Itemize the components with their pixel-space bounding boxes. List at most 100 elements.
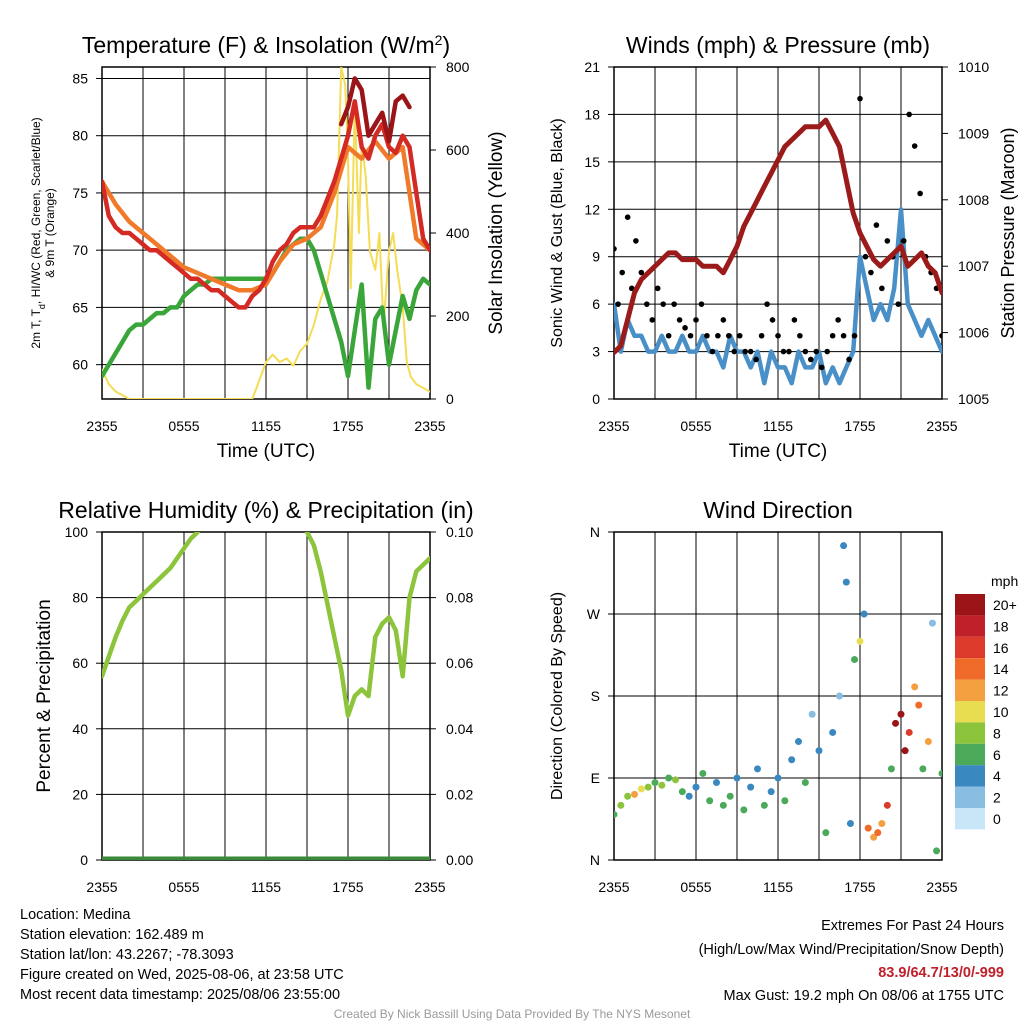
x-tick-label: 1155: [763, 879, 793, 895]
direction-point: [637, 785, 645, 793]
gust-point: [802, 348, 809, 355]
direction-point: [915, 701, 923, 709]
legend-label: 14: [993, 661, 1009, 677]
direction-point: [699, 769, 707, 777]
direction-point: [644, 783, 652, 791]
direction-point: [864, 824, 872, 832]
direction-point: [713, 779, 720, 787]
legend-label: 12: [993, 683, 1009, 699]
y2-tick-label: 1008: [958, 192, 989, 208]
x-tick-label: 1155: [251, 879, 281, 895]
gust-point: [619, 269, 625, 276]
series-line-wind: [614, 207, 942, 386]
gust-point: [835, 317, 841, 323]
y2-axis-label: Station Pressure (Maroon): [998, 127, 1018, 338]
legend-label: 4: [993, 768, 1001, 784]
chart-panel-1: 2355 0555 1155 1755 2355 60 65 70 75 80 85 0 200 400 6…: [29, 32, 507, 462]
direction-point: [901, 747, 909, 755]
y2-tick-label: 0.06: [446, 655, 473, 671]
direction-point: [883, 801, 891, 809]
x-tick-label: 1755: [332, 418, 363, 434]
gust-point: [786, 348, 792, 355]
gust-point: [633, 238, 639, 244]
legend-label: 2: [993, 790, 1001, 806]
x-tick-label: 0555: [680, 418, 711, 434]
legend-swatch: [955, 679, 985, 701]
figure-created: Figure created on Wed, 2025-08-06, at 23…: [20, 967, 344, 983]
station-elevation: Station elevation: 162.489 m: [20, 927, 204, 943]
direction-point: [836, 692, 843, 700]
y-tick-label: 9: [592, 249, 600, 265]
legend-swatch: [955, 701, 985, 723]
meteogram-charts: 2355 0555 1155 1755 235560657075808502004006…: [29, 32, 1018, 895]
direction-point: [911, 683, 919, 691]
legend-swatch: [955, 743, 985, 766]
y-axis-label: 2m T, Td, HI/WC (Red, Green, Scarlet/Blu…: [29, 117, 47, 348]
direction-point: [870, 833, 878, 841]
legend-swatch: [955, 594, 985, 616]
series-line-rh: [304, 532, 430, 718]
direction-point: [851, 656, 859, 664]
direction-point: [924, 738, 932, 746]
direction-point: [747, 783, 755, 791]
gust-point: [747, 348, 754, 355]
legend-swatch: [955, 636, 985, 659]
extremes-values: 83.9/64.7/13/0/-999: [878, 965, 1004, 981]
gust-point: [939, 332, 942, 339]
gust-point: [687, 332, 694, 339]
gust-point: [775, 332, 781, 339]
x-tick-label: 2355: [86, 418, 117, 434]
gust-point: [829, 332, 836, 339]
y-tick-label: 80: [72, 128, 88, 144]
gust-point: [791, 317, 798, 323]
direction-point: [706, 797, 714, 805]
direction-point: [767, 788, 775, 796]
gust-point: [649, 317, 656, 323]
max-gust: Max Gust: 19.2 mph On 08/06 at 1755 UTC: [723, 988, 1004, 1004]
direction-point: [685, 792, 693, 800]
direction-point: [651, 779, 659, 787]
y-tick-label: N: [590, 852, 600, 868]
y2-tick-label: 0.02: [446, 786, 473, 802]
y2-tick-label: 600: [446, 142, 470, 158]
gust-point: [851, 332, 858, 339]
x-tick-label: 1755: [332, 879, 363, 895]
chart-title: Winds (mph) & Pressure (mb): [626, 32, 930, 58]
legend-swatch: [955, 808, 985, 830]
y-tick-label: 15: [584, 154, 600, 170]
legend-label: 10: [993, 704, 1009, 720]
legend-label: 0: [993, 811, 1001, 827]
y-axis-label: Direction (Colored By Speed): [549, 592, 566, 800]
y-tick-label: 80: [72, 590, 88, 606]
direction-point: [874, 829, 882, 837]
y-tick-label: 6: [592, 296, 600, 312]
legend-swatch: [955, 615, 985, 637]
direction-point: [760, 801, 768, 809]
gust-point: [917, 190, 923, 197]
gust-point: [736, 332, 743, 339]
gust-point: [884, 238, 891, 244]
legend-label: 18: [993, 618, 1009, 634]
y-tick-label: 12: [584, 201, 600, 217]
x-tick-label: 1155: [251, 418, 281, 434]
plot-frame: [613, 531, 943, 861]
x-tick-label: 2355: [86, 879, 117, 895]
gust-point: [813, 348, 820, 355]
gust-point: [615, 301, 621, 307]
direction-point: [658, 781, 666, 789]
plot-frame: [613, 66, 943, 400]
series-line-rh: [102, 532, 200, 679]
station-location: Location: Medina: [20, 907, 131, 923]
direction-point: [829, 728, 837, 736]
direction-point: [815, 747, 823, 755]
plot-area: [102, 532, 430, 860]
x-tick-label: 2355: [414, 418, 445, 434]
gust-point: [906, 111, 912, 118]
y-tick-label: 70: [72, 242, 88, 258]
x-axis-label: Time (UTC): [729, 441, 828, 462]
direction-point: [905, 728, 913, 736]
gust-point: [895, 301, 902, 307]
y2-tick-label: 800: [446, 59, 470, 75]
gust-point: [900, 238, 907, 244]
series-line-heat: [338, 76, 412, 144]
